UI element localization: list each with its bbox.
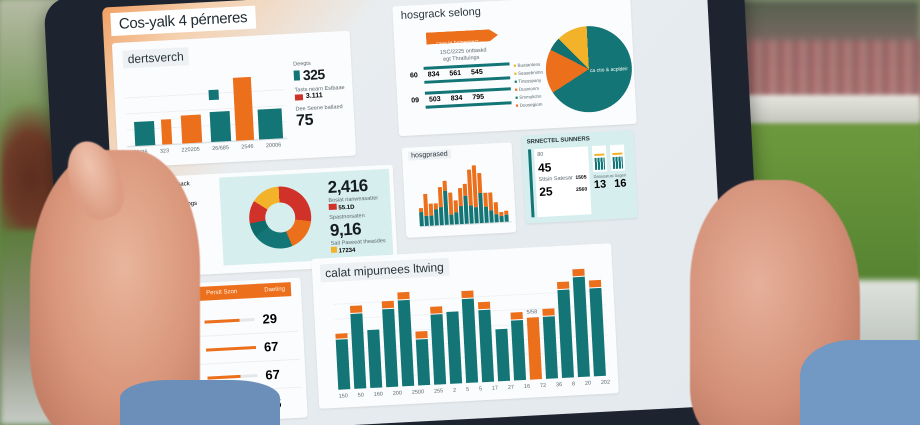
bar xyxy=(446,311,463,384)
gold-swatch xyxy=(330,246,338,253)
data-rows: 60 834 561 545 09 503 834 795 xyxy=(410,62,512,109)
bar xyxy=(209,111,232,143)
mini-gauges: Danosatusi Sagen 13 16 xyxy=(591,144,632,191)
bar xyxy=(572,268,590,378)
panel-summaries: SRNECTEL SUNNERS 80 45 Sttsin Satesar 15… xyxy=(521,129,638,224)
dashboard-title: Cos-yalk 4 pérneres xyxy=(110,5,256,37)
bar xyxy=(504,210,509,222)
bar xyxy=(488,192,494,223)
bar xyxy=(397,291,415,387)
bar xyxy=(510,311,527,381)
panel-top-left: dertsverch 25/26 323 220205 26/685 2546 … xyxy=(111,30,357,168)
bar xyxy=(493,202,499,223)
panel-bottom-right: calat mipurnees ltwing 5/58 xyxy=(311,243,619,409)
panel-title: dertsverch xyxy=(122,47,190,69)
bar-chart-large: 5/58 xyxy=(333,268,610,390)
panel-title: hosgrack selong xyxy=(400,5,482,22)
red-swatch xyxy=(328,203,337,210)
progress-bar xyxy=(204,318,255,324)
bar xyxy=(588,279,606,377)
bar xyxy=(556,281,574,379)
bar xyxy=(232,76,255,141)
gauge xyxy=(609,144,626,172)
bar xyxy=(415,330,431,386)
red-swatch xyxy=(294,93,304,101)
left-sleeve xyxy=(120,380,280,425)
right-sleeve xyxy=(800,340,920,425)
bar-highlight: 5/58 xyxy=(526,309,543,380)
bar xyxy=(134,121,156,147)
donut-stats: 2,416 Bosiat rianweasatter 55.1D Spastno… xyxy=(327,175,386,255)
bar xyxy=(381,300,399,388)
bar xyxy=(495,328,511,382)
bar xyxy=(430,306,447,385)
bar xyxy=(367,329,383,389)
bar xyxy=(180,114,203,144)
bar xyxy=(499,211,504,223)
pie-chart: ca ctio & acpldeir xyxy=(543,23,635,115)
stacked-bar-chart xyxy=(416,160,512,228)
bar xyxy=(423,193,429,226)
bar-segment xyxy=(208,89,219,101)
panel-top-right: hosgrack selong cauc ta hetpeenect 1SC/2… xyxy=(392,0,637,137)
legend: ■ Buatantens ■ Seasebnimn ■ Tinesspany ■… xyxy=(513,61,544,109)
donut-panel: 2,416 Bosiat rianweasatter 55.1D Spastno… xyxy=(219,168,394,266)
bar xyxy=(542,308,559,379)
progress-bar xyxy=(207,373,258,380)
bar-chart xyxy=(123,74,288,148)
teal-swatch xyxy=(293,70,301,81)
bar xyxy=(335,333,351,390)
bar xyxy=(160,119,173,145)
stats-column: Deegts 325 Tasts nearn Estbaae 3.111 Dee… xyxy=(293,60,345,130)
progress-bar xyxy=(205,345,257,352)
panel-middle-right: hosgprased xyxy=(401,142,517,238)
gauge xyxy=(591,145,608,173)
summary-card: 80 45 Sttsin Satesar 1505 25 2560 xyxy=(533,146,592,218)
bar xyxy=(257,108,284,140)
donut-hole xyxy=(264,201,296,234)
bar xyxy=(448,192,454,225)
bar xyxy=(461,290,479,384)
donut-chart xyxy=(247,184,313,251)
arrow-banner: cauc ta hetpeenect xyxy=(426,29,499,45)
bar xyxy=(477,301,495,383)
bar xyxy=(349,305,367,389)
